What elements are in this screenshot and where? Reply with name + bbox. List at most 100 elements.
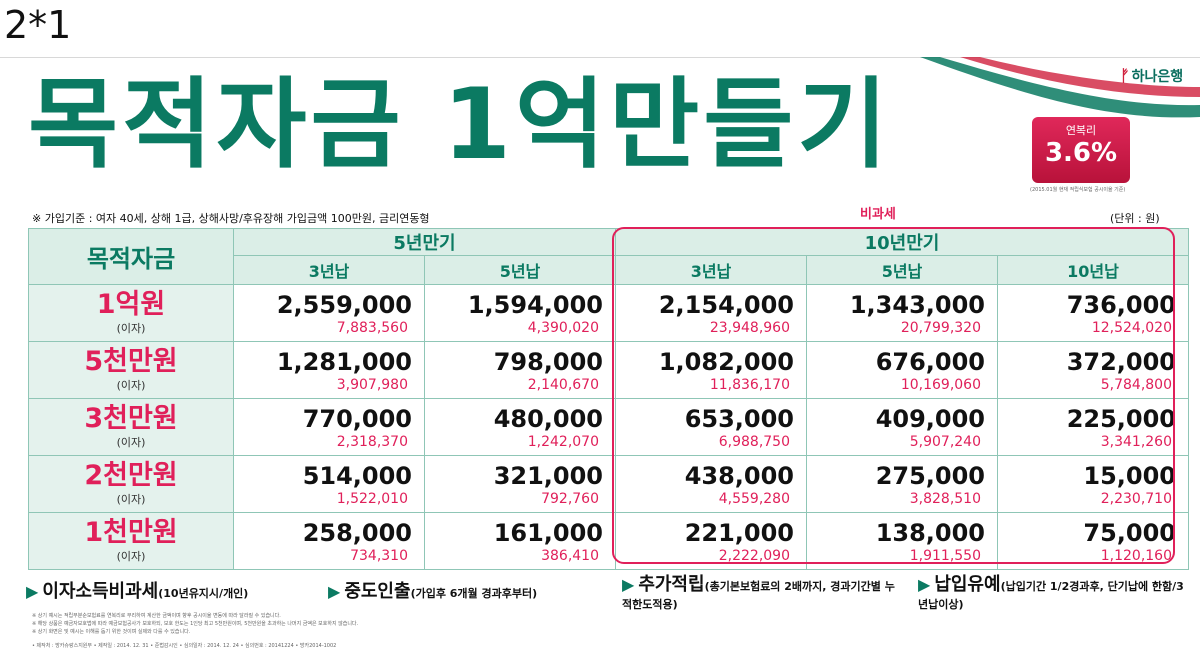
interest-amount: 12,524,020 — [1091, 320, 1172, 336]
feature-withdrawal: ▶ 중도인출(가입후 6개월 경과후부터) — [328, 581, 538, 602]
table-cell: 514,000 1,522,010 — [233, 455, 425, 513]
monthly-premium: 75,000 — [1083, 519, 1176, 547]
table-row: 1억원 (이자) 2,559,000 7,883,560 1,594,000 4,390,… — [28, 284, 1189, 342]
rate-value: 3.6% — [1044, 138, 1118, 168]
table-cell: 653,000 6,988,750 — [615, 398, 807, 456]
table-cell: 409,000 5,907,240 — [806, 398, 998, 456]
table-cell: 438,000 4,559,280 — [615, 455, 807, 513]
table-cell: 1,281,000 3,907,980 — [233, 341, 425, 399]
monthly-premium: 138,000 — [875, 519, 985, 547]
table-cell: 770,000 2,318,370 — [233, 398, 425, 456]
feature-deferral: ▶ 납입유예(납입기간 1/2경과후, 단기납에 한함/3년납이상) — [918, 574, 1184, 612]
table-cell: 161,000 386,410 — [424, 512, 616, 570]
interest-amount: 2,140,670 — [527, 377, 599, 393]
interest-amount: 10,169,060 — [900, 377, 981, 393]
table-cell: 1,082,000 11,836,170 — [615, 341, 807, 399]
sub-header: 5년납 — [424, 255, 616, 285]
monthly-premium: 2,559,000 — [276, 291, 412, 319]
fine-print: ※ 상기 화면은 및 예시는 이해를 돕기 위한 것이며 실제와 다를 수 있습… — [32, 629, 191, 635]
sub-header: 10년납 — [997, 255, 1189, 285]
monthly-premium: 798,000 — [493, 348, 603, 376]
sub-header: 3년납 — [615, 255, 807, 285]
interest-amount: 20,799,320 — [900, 320, 981, 336]
row-amount: 3천만원 (이자) — [28, 398, 234, 456]
group-5yr: 5년만기 — [233, 228, 616, 256]
monthly-premium: 258,000 — [302, 519, 412, 547]
rate-note: (2015.01월 현재 적립식보험 공시이율 기준) — [1030, 187, 1126, 193]
fine-print: ※ 상기 예시는 적립부분순보험료를 연복리로 부리하여 계산한 금액이며 향후… — [32, 613, 281, 619]
row-amount: 1억원 (이자) — [28, 284, 234, 342]
table-cell: 480,000 1,242,070 — [424, 398, 616, 456]
sub-header: 3년납 — [233, 255, 425, 285]
table-cell: 258,000 734,310 — [233, 512, 425, 570]
table-row: 5천만원 (이자) 1,281,000 3,907,980 798,000 2,140,6… — [28, 341, 1189, 399]
triangle-icon: ▶ — [328, 582, 341, 601]
monthly-premium: 736,000 — [1066, 291, 1176, 319]
triangle-icon: ▶ — [622, 575, 635, 594]
interest-amount: 1,911,550 — [909, 548, 981, 564]
savings-table: 목적자금 5년만기 10년만기 3년납 5년납 3년납 5년납 10년납 1억원… — [28, 228, 1189, 570]
fine-print: ※ 해당 상품은 예금자보호법에 따라 예금보험공사가 보호하되, 보호 한도는… — [32, 621, 359, 627]
interest-amount: 5,784,800 — [1100, 377, 1172, 393]
table-cell: 275,000 3,828,510 — [806, 455, 998, 513]
hana-logo-icon: ᚠ — [1120, 66, 1130, 85]
amount-label: 2천만원 — [84, 460, 178, 491]
monthly-premium: 15,000 — [1083, 462, 1176, 490]
interest-amount: 3,907,980 — [336, 377, 408, 393]
interest-amount: 23,948,960 — [709, 320, 790, 336]
interest-amount: 1,522,010 — [336, 491, 408, 507]
interest-label: (이자) — [116, 322, 146, 335]
monthly-premium: 225,000 — [1066, 405, 1176, 433]
amount-label: 1천만원 — [84, 517, 178, 548]
monthly-premium: 480,000 — [493, 405, 603, 433]
table-cell: 138,000 1,911,550 — [806, 512, 998, 570]
table-row: 2천만원 (이자) 514,000 1,522,010 321,000 792,760 43… — [28, 455, 1189, 513]
monthly-premium: 275,000 — [875, 462, 985, 490]
interest-amount: 734,310 — [350, 548, 408, 564]
amount-label: 1억원 — [96, 289, 166, 320]
monthly-premium: 514,000 — [302, 462, 412, 490]
rate-badge: 연복리 3.6% — [1032, 117, 1130, 183]
table-cell: 798,000 2,140,670 — [424, 341, 616, 399]
table-cell: 75,000 1,120,160 — [997, 512, 1189, 570]
hana-bank-logo: ᚠ 하나은행 — [1120, 66, 1184, 85]
feature-tax-free: ▶ 이자소득비과세(10년유지시/개인) — [26, 581, 249, 602]
monthly-premium: 1,082,000 — [658, 348, 794, 376]
interest-amount: 1,242,070 — [527, 434, 599, 450]
monthly-premium: 653,000 — [684, 405, 794, 433]
table-cell: 321,000 792,760 — [424, 455, 616, 513]
row-amount: 2천만원 (이자) — [28, 455, 234, 513]
monthly-premium: 372,000 — [1066, 348, 1176, 376]
unit-label: (단위 : 원) — [1110, 212, 1160, 225]
table-cell: 1,594,000 4,390,020 — [424, 284, 616, 342]
interest-amount: 2,230,710 — [1100, 491, 1172, 507]
triangle-icon: ▶ — [918, 575, 931, 594]
interest-amount: 4,559,280 — [718, 491, 790, 507]
interest-amount: 3,828,510 — [909, 491, 981, 507]
monthly-premium: 1,281,000 — [276, 348, 412, 376]
interest-amount: 3,341,260 — [1100, 434, 1172, 450]
row-amount: 1천만원 (이자) — [28, 512, 234, 570]
table-cell: 736,000 12,524,020 — [997, 284, 1189, 342]
amount-label: 3천만원 — [84, 403, 178, 434]
monthly-premium: 1,343,000 — [849, 291, 985, 319]
interest-amount: 2,222,090 — [718, 548, 790, 564]
fine-print: • 제작처 : 방카슈랑스지원부 • 제작일 : 2014. 12. 31 • … — [32, 643, 337, 649]
tax-free-label: 비과세 — [860, 207, 896, 222]
interest-amount: 792,760 — [541, 491, 599, 507]
interest-label: (이자) — [116, 436, 146, 449]
interest-amount: 2,318,370 — [336, 434, 408, 450]
monthly-premium: 161,000 — [493, 519, 603, 547]
interest-amount: 386,410 — [541, 548, 599, 564]
interest-amount: 6,988,750 — [718, 434, 790, 450]
amount-label: 5천만원 — [84, 346, 178, 377]
row-amount: 5천만원 (이자) — [28, 341, 234, 399]
brand-swoosh — [920, 57, 1200, 118]
monthly-premium: 2,154,000 — [658, 291, 794, 319]
main-title: 목적자금 1억만들기 — [28, 68, 892, 182]
monthly-premium: 1,594,000 — [467, 291, 603, 319]
poster-frame — [0, 57, 1200, 658]
monthly-premium: 221,000 — [684, 519, 794, 547]
interest-amount: 7,883,560 — [336, 320, 408, 336]
interest-amount: 5,907,240 — [909, 434, 981, 450]
